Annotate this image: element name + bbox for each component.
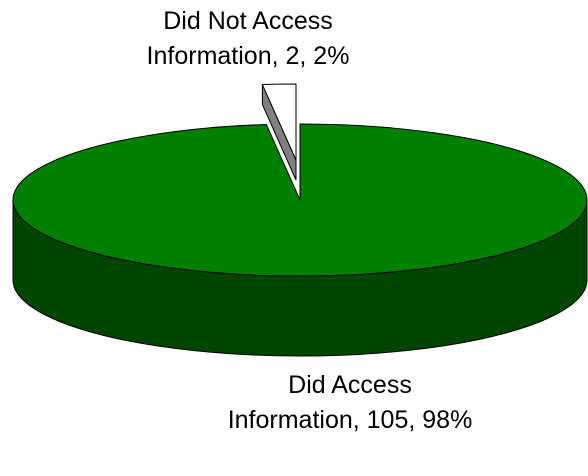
data-label: Did Not Access Information, 2, 2% <box>146 7 350 70</box>
slice <box>12 123 588 277</box>
data-label: Did Access Information, 105, 98% <box>227 371 473 434</box>
slice <box>261 83 297 161</box>
